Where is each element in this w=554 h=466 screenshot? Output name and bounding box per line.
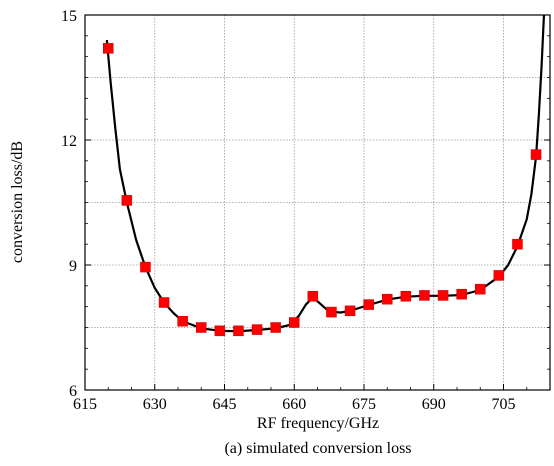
x-tick-labels: 615 630 645 660 675 690 705 [73, 396, 516, 413]
data-point-marker [326, 306, 337, 318]
data-point-marker [382, 293, 393, 305]
data-point-marker [400, 291, 412, 302]
y-tick-label: 6 [69, 383, 77, 400]
data-point-marker [177, 316, 188, 327]
plot-frame [84, 14, 551, 391]
data-point-marker [437, 290, 449, 301]
data-point-marker [307, 291, 319, 302]
x-tick-label: 615 [73, 396, 97, 413]
data-point-marker [289, 317, 300, 328]
y-tick-labels: 6 9 12 15 [61, 8, 77, 400]
y-tick-label: 15 [61, 8, 77, 25]
data-point-marker [214, 325, 226, 337]
x-tick-label: 705 [492, 396, 516, 413]
data-point-marker [456, 288, 467, 300]
y-axis-title: conversion loss/dB [9, 141, 26, 263]
chart-caption: (a) simulated conversion loss [224, 440, 411, 457]
data-point-marker [270, 322, 281, 333]
data-point-marker [419, 290, 430, 301]
data-point-marker [475, 283, 486, 295]
x-tick-label: 690 [422, 396, 446, 413]
data-point-marker [512, 238, 523, 250]
y-tick-label: 12 [61, 133, 77, 150]
data-point-marker [103, 43, 114, 54]
data-point-marker [493, 270, 505, 281]
data-point-marker [140, 261, 151, 273]
x-tick-label: 675 [352, 396, 376, 413]
data-point-marker [363, 299, 374, 310]
y-tick-label: 9 [69, 258, 77, 275]
data-point-marker [344, 305, 356, 317]
x-tick-label: 660 [282, 396, 306, 413]
data-point-marker [121, 195, 133, 206]
x-axis-title: RF frequency/GHz [257, 415, 379, 432]
data-point-marker [233, 325, 244, 337]
data-point-marker [196, 322, 207, 333]
data-point-marker [251, 324, 263, 335]
data-point-marker [158, 297, 170, 308]
x-tick-label: 645 [213, 396, 237, 413]
data-point-marker [530, 149, 542, 160]
x-tick-label: 630 [143, 396, 167, 413]
series-markers [103, 43, 542, 337]
